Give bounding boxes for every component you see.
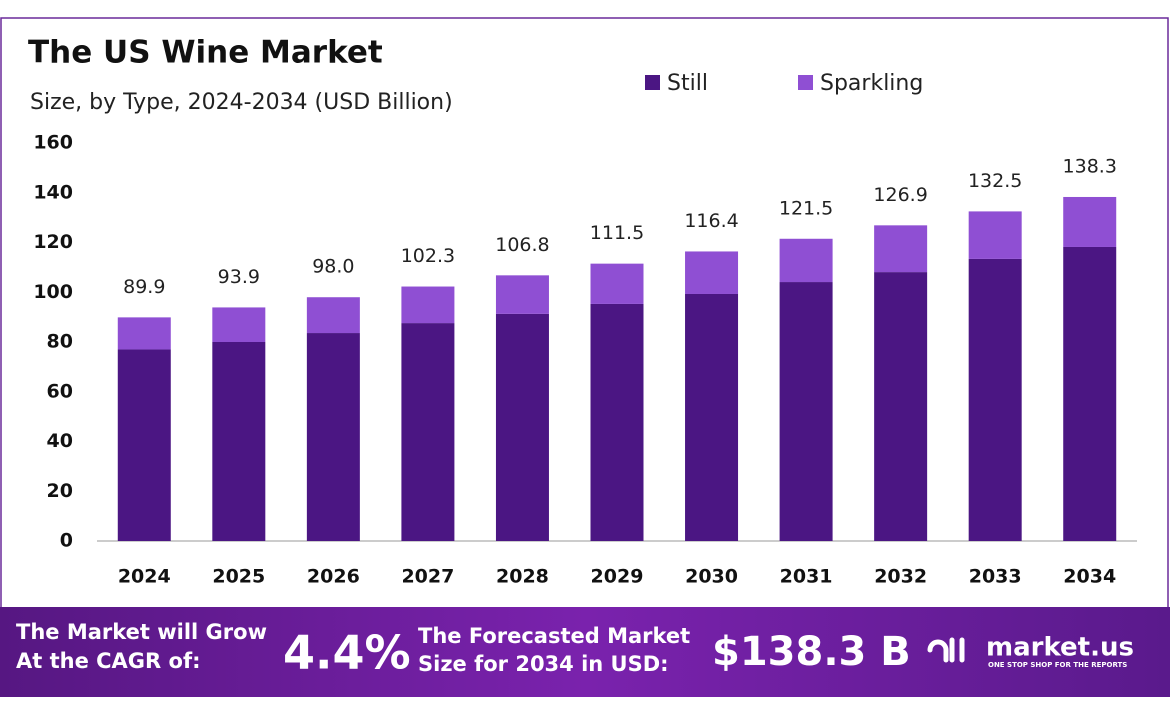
- cagr-value: 4.4%: [283, 626, 411, 680]
- chart-title: The US Wine Market: [28, 35, 383, 71]
- brand-logo: [927, 637, 965, 663]
- legend-swatch: [645, 75, 660, 90]
- bar-segment: [117, 317, 171, 350]
- value-label: 121.5: [779, 197, 833, 219]
- bar-segment: [779, 238, 833, 283]
- y-tick-label: 40: [47, 430, 73, 452]
- bar-segment: [212, 307, 266, 342]
- bar-segment: [495, 275, 549, 314]
- bar-segment: [779, 282, 833, 541]
- cagr-text: At the CAGR of:: [16, 649, 201, 673]
- legend-label: Sparkling: [820, 71, 923, 96]
- y-tick-label: 140: [33, 181, 73, 203]
- value-label: 126.9: [873, 184, 927, 206]
- value-label: 116.4: [684, 210, 738, 232]
- x-tick-label: 2027: [401, 566, 454, 588]
- value-label: 138.3: [1063, 155, 1117, 177]
- value-label: 111.5: [590, 222, 644, 244]
- y-tick-label: 80: [47, 331, 73, 353]
- bar-segment: [117, 349, 171, 541]
- y-tick-label: 0: [60, 530, 73, 552]
- brand-tagline: ONE STOP SHOP FOR THE REPORTS: [988, 661, 1127, 669]
- x-tick-label: 2029: [591, 566, 644, 588]
- bar-segment: [306, 333, 360, 541]
- cagr-text: The Market will Grow: [16, 620, 267, 644]
- bar-segment: [874, 272, 928, 541]
- legend-swatch: [798, 75, 813, 90]
- x-tick-label: 2030: [685, 566, 738, 588]
- x-tick-label: 2033: [969, 566, 1022, 588]
- value-label: 132.5: [968, 170, 1022, 192]
- value-label: 106.8: [495, 234, 549, 256]
- bar-segment: [212, 342, 266, 541]
- y-tick-label: 60: [47, 380, 73, 402]
- chart-subtitle: Size, by Type, 2024-2034 (USD Billion): [30, 90, 453, 115]
- x-tick-label: 2031: [780, 566, 833, 588]
- forecast-value: $138.3 B: [712, 629, 911, 675]
- value-label: 89.9: [123, 276, 165, 298]
- x-tick-label: 2028: [496, 566, 549, 588]
- value-label: 102.3: [401, 245, 455, 267]
- value-label: 93.9: [218, 266, 260, 288]
- y-tick-label: 160: [33, 132, 73, 154]
- bar-segment: [306, 297, 360, 334]
- bar-segment: [495, 313, 549, 541]
- x-tick-label: 2034: [1063, 566, 1116, 588]
- x-tick-label: 2024: [118, 566, 171, 588]
- x-tick-label: 2026: [307, 566, 360, 588]
- legend-label: Still: [667, 71, 708, 96]
- bar-segment: [590, 303, 644, 541]
- bar-segment: [874, 225, 928, 273]
- x-tick-label: 2025: [212, 566, 265, 588]
- y-tick-label: 120: [33, 231, 73, 253]
- brand-name: market.us: [986, 633, 1134, 663]
- bar-segment: [401, 286, 455, 324]
- bar-segment: [1063, 246, 1117, 542]
- y-tick-label: 100: [33, 281, 73, 303]
- footer-banner: [0, 607, 1170, 697]
- bar-segment: [1063, 196, 1117, 247]
- bar-segment: [685, 251, 739, 294]
- bar-segment: [590, 263, 644, 304]
- bar-segment: [401, 323, 455, 541]
- y-tick-label: 20: [47, 480, 73, 502]
- bar-segment: [968, 211, 1022, 259]
- value-label: 98.0: [312, 256, 354, 278]
- forecast-text: The Forecasted Market: [418, 624, 690, 648]
- forecast-text: Size for 2034 in USD:: [418, 652, 669, 676]
- bar-segment: [968, 258, 1022, 541]
- bar-segment: [685, 293, 739, 541]
- x-tick-label: 2032: [874, 566, 927, 588]
